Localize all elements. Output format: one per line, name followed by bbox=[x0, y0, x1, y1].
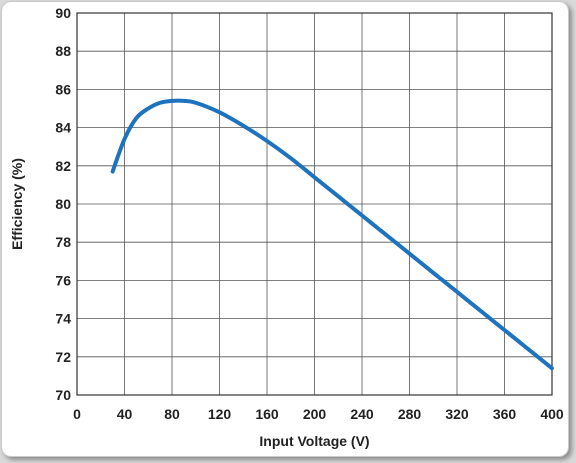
x-tick-label: 400 bbox=[540, 406, 564, 422]
x-axis-title: Input Voltage (V) bbox=[259, 433, 369, 449]
plot-frame bbox=[76, 12, 553, 396]
y-tick-label: 74 bbox=[55, 311, 71, 327]
x-tick-label: 320 bbox=[445, 406, 469, 422]
y-tick-label: 90 bbox=[55, 5, 71, 21]
x-tick-label: 160 bbox=[255, 406, 279, 422]
x-tick-label: 80 bbox=[164, 406, 180, 422]
series-layer bbox=[110, 98, 554, 371]
x-tick-label: 40 bbox=[117, 406, 133, 422]
y-tick-label: 78 bbox=[55, 234, 71, 250]
y-tick-label: 80 bbox=[55, 196, 71, 212]
x-tick-labels: 0 40 80 120 160 200 240 280 320 360 400 bbox=[73, 406, 564, 422]
y-axis-title: Efficiency (%) bbox=[9, 158, 25, 250]
x-tick-label: 280 bbox=[398, 406, 422, 422]
x-tick-label: 0 bbox=[73, 406, 81, 422]
x-tick-label: 360 bbox=[493, 406, 517, 422]
efficiency-series-line bbox=[110, 98, 554, 371]
y-tick-label: 76 bbox=[55, 272, 71, 288]
y-tick-label: 72 bbox=[55, 349, 71, 365]
x-tick-label: 200 bbox=[303, 406, 327, 422]
y-tick-label: 88 bbox=[55, 43, 71, 59]
x-tick-label: 120 bbox=[208, 406, 232, 422]
y-tick-labels: 70 72 74 76 78 80 82 84 86 88 90 bbox=[55, 5, 71, 403]
y-tick-label: 70 bbox=[55, 387, 71, 403]
y-tick-label: 82 bbox=[55, 158, 71, 174]
grid bbox=[76, 12, 553, 396]
y-tick-label: 84 bbox=[55, 120, 71, 136]
y-tick-label: 86 bbox=[55, 81, 71, 97]
chart-panel bbox=[1, 1, 569, 457]
x-tick-label: 240 bbox=[350, 406, 374, 422]
